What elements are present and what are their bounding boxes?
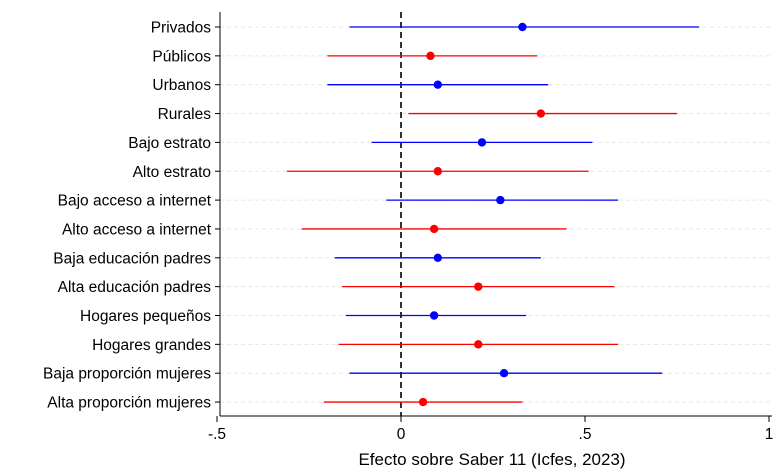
x-tick-label: 1 — [765, 426, 774, 443]
point-estimate — [433, 253, 442, 262]
x-tick-label: 0 — [397, 426, 406, 443]
grid-layer — [220, 26, 772, 403]
point-estimate — [418, 397, 428, 407]
y-tick-label: Urbanos — [152, 77, 211, 94]
category-labels: Privados Públicos Urbanos Rurales Bajo estra… — [43, 20, 220, 412]
y-tick-label: Alta educación padres — [58, 279, 212, 296]
point-estimate — [433, 80, 442, 89]
point-estimate — [499, 369, 509, 378]
y-tick-label: Alta proporción mujeres — [47, 395, 211, 412]
point-estimate — [426, 51, 435, 61]
point-estimate — [496, 195, 505, 205]
axes — [219, 12, 772, 417]
y-tick-label: Rurales — [158, 106, 212, 123]
point-estimate — [474, 282, 483, 291]
y-tick-label: Hogares grandes — [92, 337, 211, 354]
y-tick-label: Privados — [151, 20, 212, 37]
point-estimates — [418, 22, 546, 407]
y-tick-label: Públicos — [152, 48, 211, 65]
y-tick-label: Hogares pequeños — [80, 308, 211, 325]
x-axis-title: Efecto sobre Saber 11 (Icfes, 2023) — [358, 450, 625, 469]
point-estimate — [433, 167, 442, 176]
y-tick-label: Baja educación padres — [53, 250, 211, 267]
point-estimate — [474, 340, 483, 349]
x-tick-label: .5 — [579, 426, 592, 443]
y-tick-label: Alto estrato — [133, 164, 211, 181]
y-tick-label: Bajo acceso a internet — [58, 193, 212, 210]
x-tick-label: -.5 — [208, 426, 226, 443]
point-estimate — [536, 109, 546, 118]
y-tick-label: Bajo estrato — [128, 135, 211, 152]
point-estimate — [477, 138, 487, 147]
point-estimate — [429, 311, 439, 320]
point-estimate — [429, 224, 439, 234]
y-tick-label: Baja proporción mujeres — [43, 366, 211, 383]
y-tick-label: Alto acceso a internet — [62, 221, 212, 238]
x-ticks: -.5 0 .5 1 — [208, 416, 773, 443]
point-estimate — [518, 22, 527, 32]
confidence-intervals — [286, 26, 700, 403]
